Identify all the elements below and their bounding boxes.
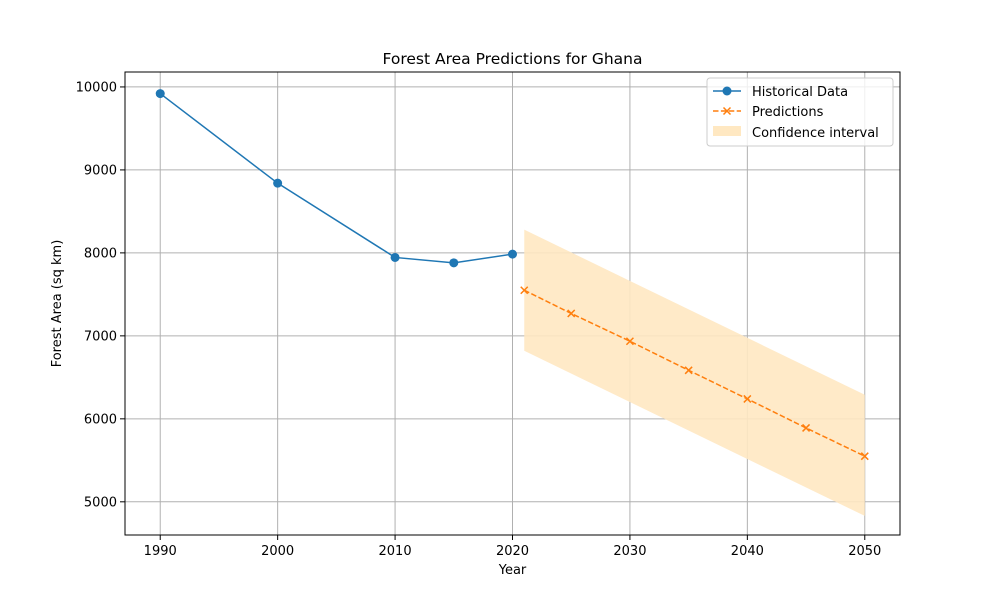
prediction-point (520, 286, 529, 295)
y-tick-label: 6000 (84, 412, 117, 427)
historical-data-point (390, 252, 400, 262)
legend-predictions-marker (722, 106, 732, 116)
chart-title: Forest Area Predictions for Ghana (383, 50, 643, 68)
y-tick-label: 8000 (84, 246, 117, 261)
legend-box (706, 77, 894, 147)
ticks: 1990 2000 2010 2020 2030 2040 2050 5000 6000 7000… (76, 80, 882, 559)
x-tick-label: 2020 (496, 544, 529, 559)
y-tick-label: 7000 (84, 329, 117, 344)
prediction-point (625, 337, 634, 346)
prediction-point (743, 394, 752, 403)
prediction-point (802, 423, 811, 432)
legend-confidence-label: Confidence interval (752, 126, 879, 141)
prediction-point (860, 452, 869, 461)
confidence-interval-band (524, 229, 865, 516)
x-tick-label: 2000 (261, 544, 294, 559)
legend-historical-marker (722, 86, 732, 96)
y-tick-label: 10000 (76, 80, 117, 95)
y-tick-label: 9000 (84, 163, 117, 178)
y-axis-label: Forest Area (sq km) (50, 240, 65, 368)
prediction-point (684, 366, 693, 375)
x-tick-label: 2040 (731, 544, 764, 559)
series-layer (155, 89, 869, 461)
historical-data-point (508, 249, 517, 259)
legend-predictions-label: Predictions (752, 105, 824, 120)
historical-data-point (449, 258, 459, 268)
x-tick-label: 2010 (379, 544, 412, 559)
x-tick-label: 2050 (848, 544, 881, 559)
x-axis-label: Year (498, 563, 527, 578)
historical-data-point (155, 89, 165, 99)
x-tick-label: 1990 (144, 544, 177, 559)
historical-data-point (273, 178, 283, 188)
legend-historical-label: Historical Data (752, 85, 848, 100)
confidence-band-layer (524, 229, 865, 516)
x-tick-label: 2030 (613, 544, 646, 559)
legend: Historical Data Predictions Confidence i… (706, 77, 894, 147)
prediction-point (567, 309, 576, 318)
y-tick-label: 5000 (84, 495, 117, 510)
legend-confidence-swatch (713, 126, 741, 136)
